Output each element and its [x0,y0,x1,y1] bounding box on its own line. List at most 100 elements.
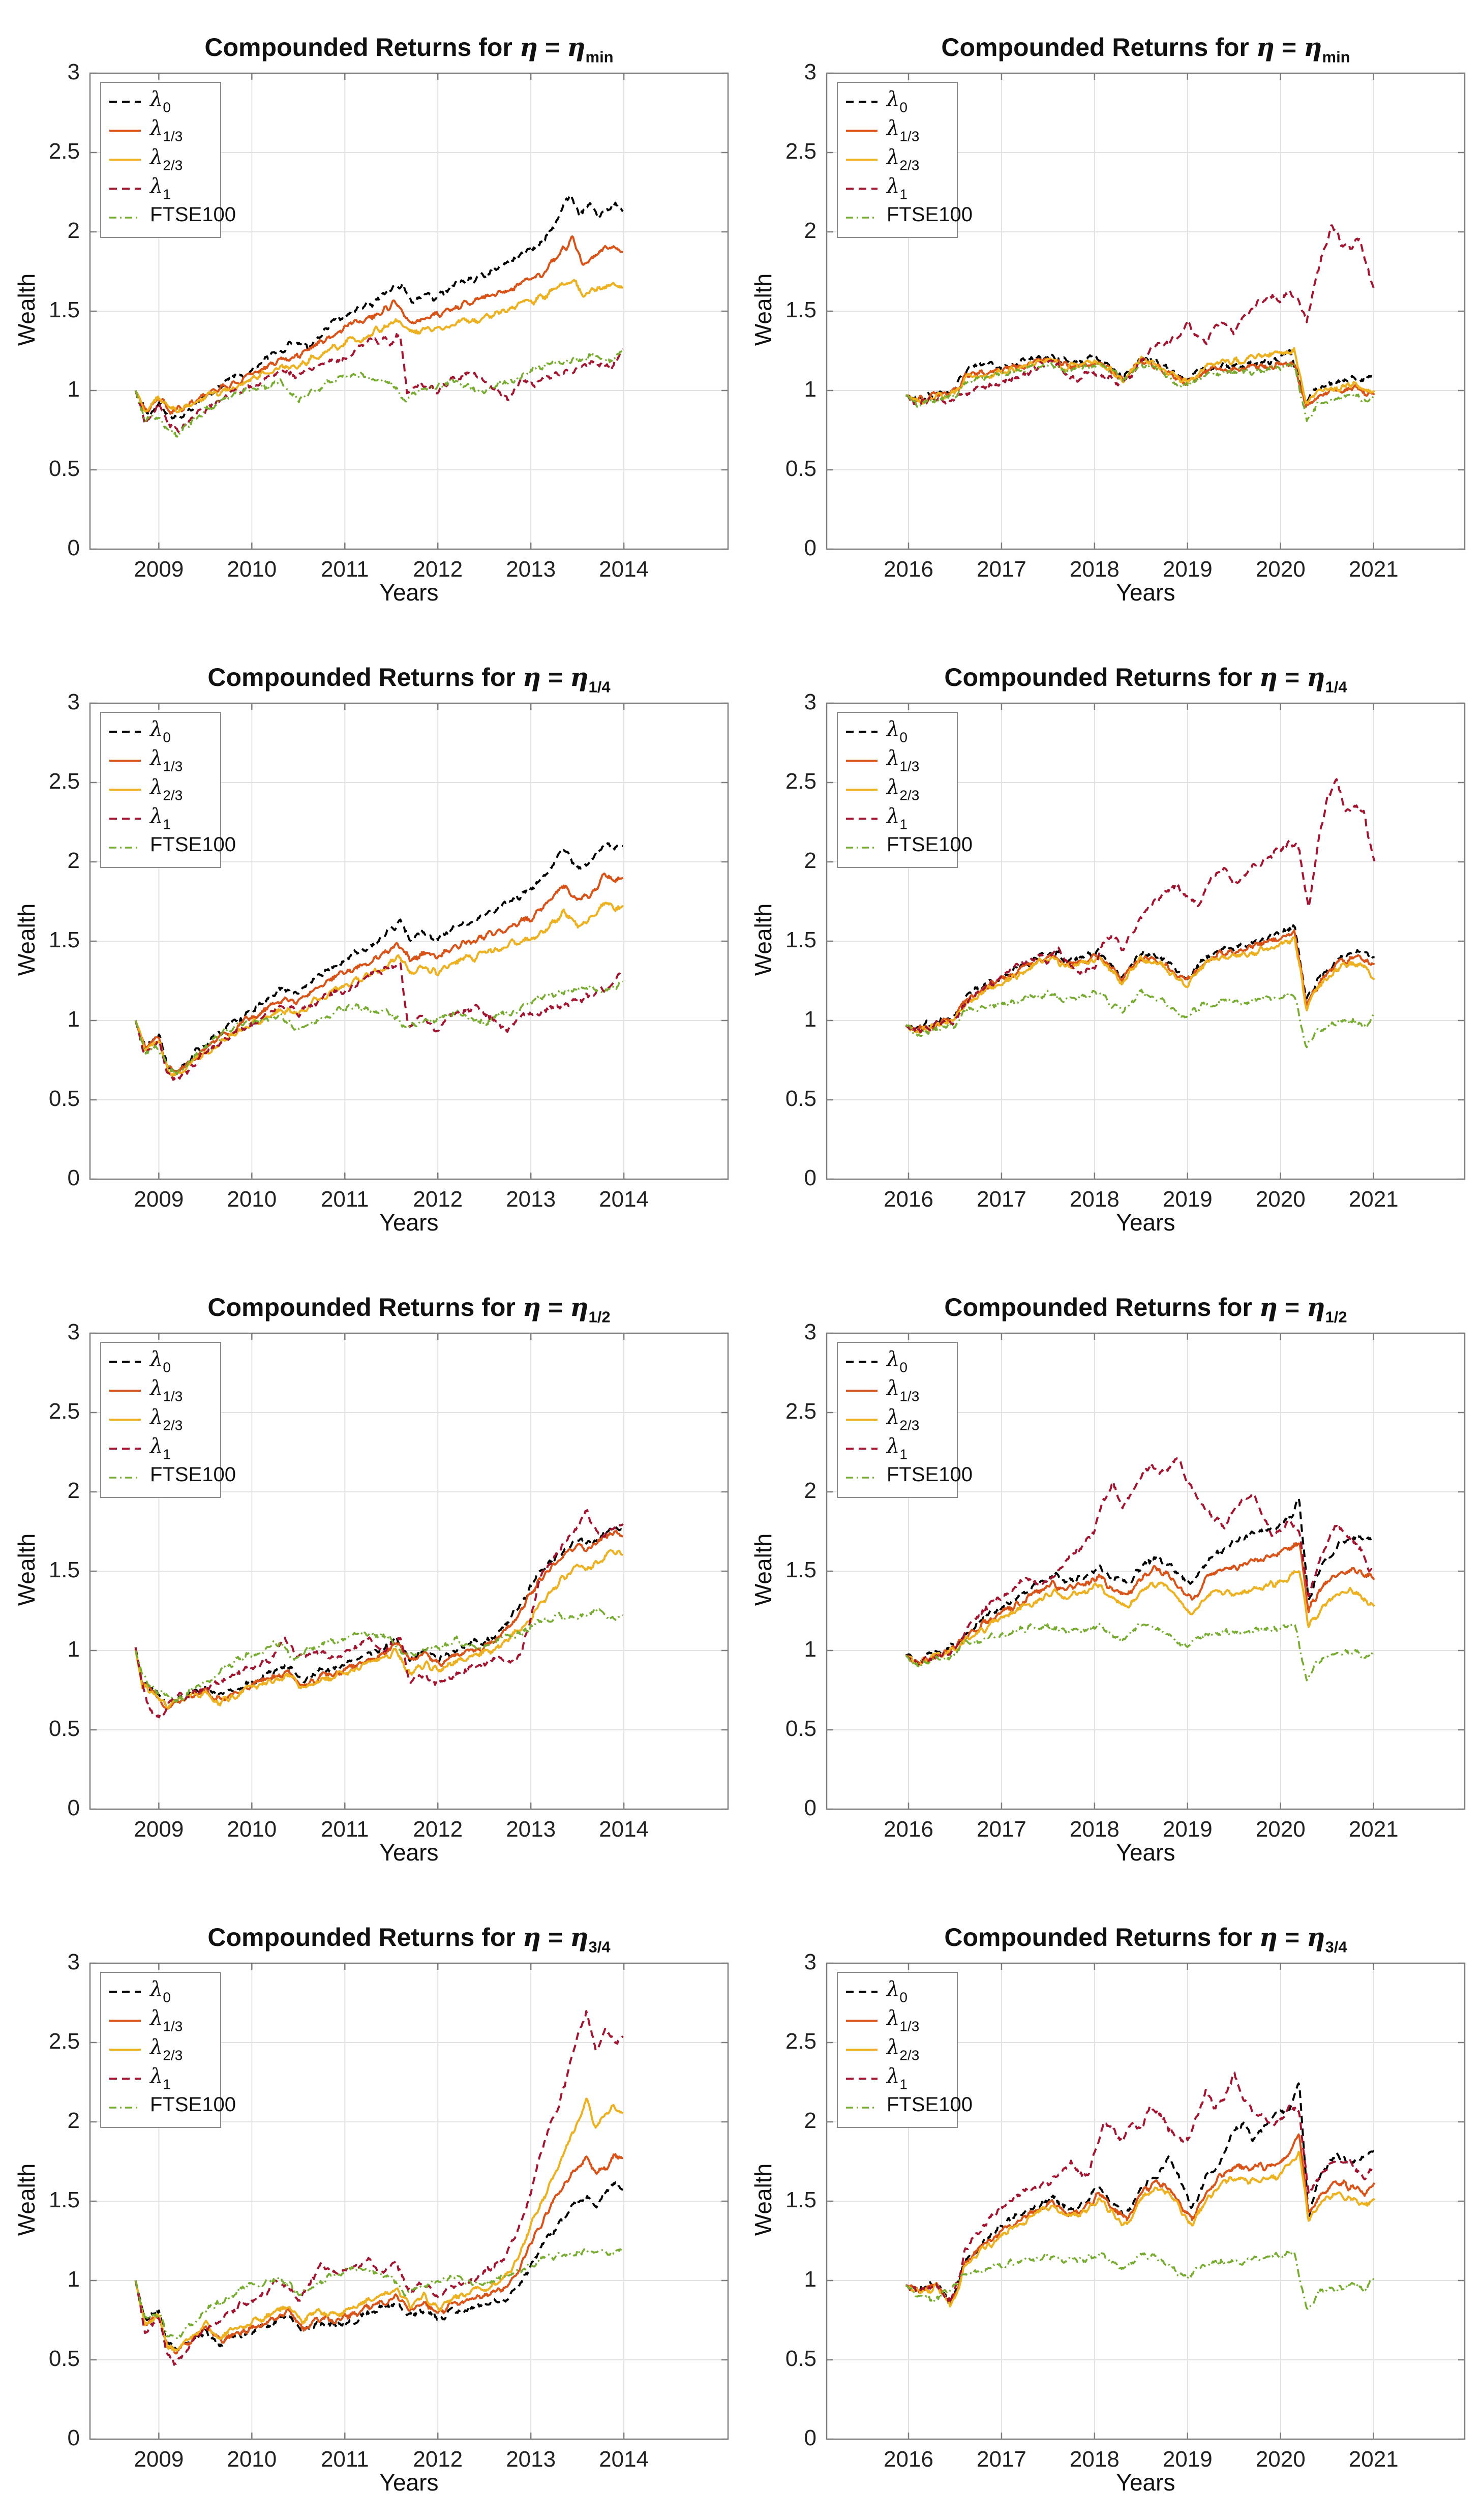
legend-label: FTSE100 [150,203,236,231]
x-tick-label: 2018 [1069,557,1120,582]
x-tick-label: 2020 [1255,1817,1306,1842]
legend-label-main: FTSE100 [150,1463,236,1486]
legend-label: λ0 [887,87,908,116]
legend-entry: λ1/3 [838,746,957,775]
x-tick-label: 2019 [1162,1817,1213,1842]
legend-label-main: λ [150,1434,163,1458]
legend-line-sample-lambda_1 [109,187,141,190]
x-tick-label: 2017 [976,1817,1026,1842]
x-tick-label: 2012 [413,1187,463,1212]
x-tick-label: 2011 [320,1817,369,1842]
legend-label: λ1/3 [150,1376,183,1405]
y-tick-label: 1.5 [785,297,816,322]
y-tick-label: 2 [67,218,80,243]
legend-entry: λ1/3 [101,1376,220,1405]
legend-label-subscript: 2/3 [163,2047,183,2063]
series-line-lambda_1 [134,2010,624,2366]
eta-symbol: η [522,1922,541,1952]
legend-label: λ1 [150,2064,171,2093]
series-line-lambda_2_3 [905,347,1375,405]
legend-label-subscript: 1/3 [163,2018,183,2034]
x-tick-label: 2018 [1069,2447,1120,2472]
legend-label-subscript: 1/3 [899,2018,920,2034]
series-line-FTSE100 [905,2251,1375,2310]
legend-label-main: λ [150,2006,163,2030]
legend-label-subscript: 1 [163,2076,171,2092]
legend-label-subscript: 1/3 [163,128,183,144]
y-tick-label: 0 [67,535,80,560]
y-tick-label: 1.5 [785,927,816,952]
legend-entry: λ1 [838,1434,957,1463]
series-line-lambda_1 [905,224,1376,407]
legend-label-subscript: 2/3 [899,157,920,173]
x-tick-label: 2011 [320,557,369,582]
legend-entry: FTSE100 [101,2093,236,2122]
y-tick-label: 2 [804,848,816,873]
chart-title-text: Compounded Returns for [204,33,520,62]
legend-entry: FTSE100 [101,833,236,862]
legend-entry: λ1 [101,804,220,833]
x-tick-label: 2019 [1162,557,1213,582]
eta-symbol: η [1256,32,1275,62]
x-tick-label: 2014 [599,557,649,582]
legend-line-sample-FTSE100 [109,846,141,849]
series-line-lambda_2_3 [134,279,623,413]
legend-label-subscript: 0 [163,1359,171,1375]
legend-entry: FTSE100 [838,833,973,862]
legend-label: λ1/3 [887,116,919,145]
legend-line-sample-lambda_2_3 [846,1418,878,1421]
legend-line-sample-lambda_2_3 [846,158,878,161]
legend-line-sample-lambda_0 [846,100,878,103]
legend-line-sample-lambda_1_3 [109,1389,141,1392]
chart-panel: Compounded Returns for η = η3/4 Wealth Y… [0,1890,741,2520]
legend-entry: λ1/3 [838,1376,957,1405]
legend-label-main: λ [150,2064,163,2088]
legend-entry: λ2/3 [101,2035,220,2064]
y-tick-label: 0 [67,1165,80,1190]
legend-line-sample-lambda_2_3 [109,788,141,791]
legend-line-sample-lambda_1_3 [846,759,878,762]
chart-plot [826,72,1466,550]
x-tick-label: 2016 [884,2447,933,2472]
chart-title-equals: = [1275,33,1304,62]
eta-symbol: η [1307,1292,1325,1322]
legend-label: FTSE100 [150,1463,236,1491]
legend-label: λ0 [887,1347,908,1376]
y-tick-label: 1.5 [48,2187,80,2212]
legend-label: λ1 [150,174,171,203]
legend-label-subscript: 0 [899,1359,908,1375]
x-tick-label: 2016 [884,557,933,582]
series-line-lambda_0 [134,842,623,1073]
legend-label-main: FTSE100 [150,203,236,226]
y-tick-label: 0 [804,535,816,560]
chart-panel: Compounded Returns for η = η1/2 Wealth Y… [0,1260,741,1890]
legend-label: λ2/3 [150,145,183,174]
y-tick-label: 2.5 [48,769,80,794]
legend-line-sample-lambda_1 [846,817,878,820]
legend-label-subscript: 1/3 [899,758,920,774]
series-line-FTSE100 [134,2246,623,2339]
y-tick-label: 1 [67,1637,80,1662]
y-tick-label: 2.5 [48,1399,80,1424]
legend-label: λ1/3 [150,2006,183,2035]
legend-label: FTSE100 [887,833,973,861]
y-tick-label: 2 [804,1478,816,1503]
legend: λ0 λ1/3 λ2/3 λ1 FTSE100 [837,82,973,238]
y-tick-label: 0.5 [48,1086,80,1111]
legend-label-main: λ [887,174,900,198]
legend-entry: λ0 [101,87,220,116]
x-tick-label: 2021 [1348,2447,1399,2472]
series-line-lambda_1_3 [905,929,1375,1033]
series-line-lambda_1_3 [134,1529,623,1710]
legend: λ0 λ1/3 λ2/3 λ1 FTSE100 [100,1972,236,2128]
y-tick-label: 0.5 [785,1716,816,1741]
legend-label-subscript: 0 [163,1989,171,2005]
y-tick-label: 2 [67,848,80,873]
eta-symbol: η [522,1292,541,1322]
series-line-lambda_1_3 [134,235,623,415]
series-line-lambda_0 [134,194,624,419]
chart-title-equals: = [541,663,570,692]
legend-label-main: λ [887,1405,900,1429]
y-tick-label: 0 [804,1165,816,1190]
legend-line-sample-lambda_1_3 [109,759,141,762]
